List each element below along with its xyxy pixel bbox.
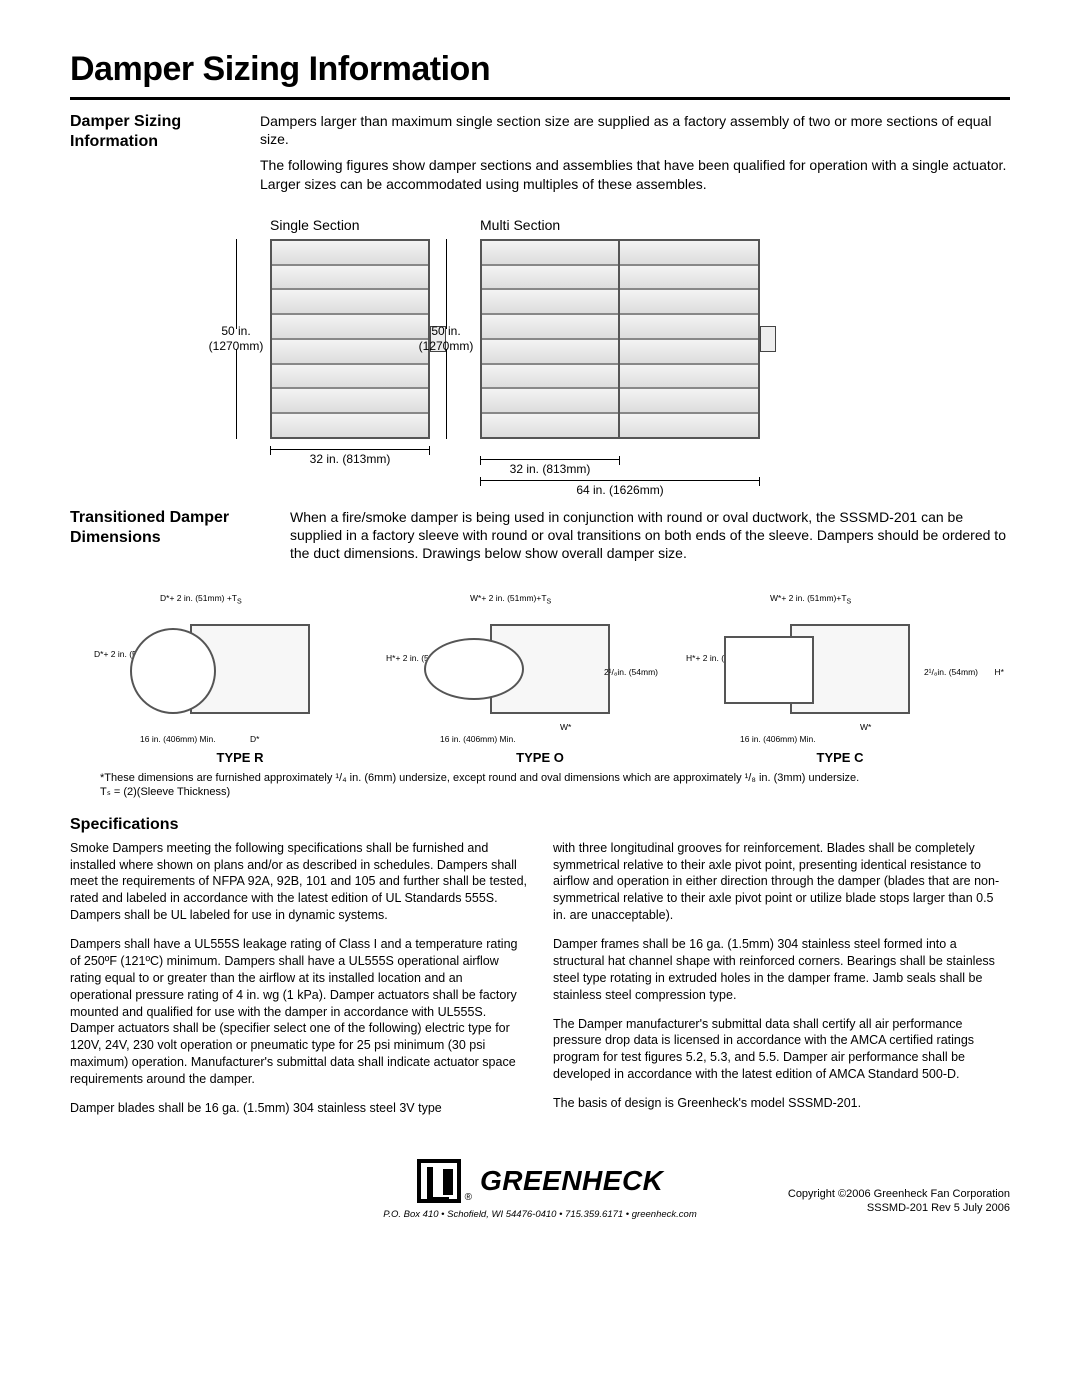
transitioned-body: When a fire/smoke damper is being used i…: [290, 508, 1010, 571]
single-height-in: 50 in.: [221, 324, 250, 338]
footnote-line1: *These dimensions are furnished approxim…: [100, 771, 980, 785]
type-c-h: H*: [995, 668, 1004, 677]
type-o-diagram: W*+ 2 in. (51mm)+TS H*+ 2 in. (51mm)+TS …: [400, 594, 680, 765]
transition-diagrams: D*+ 2 in. (51mm) +TS D*+ 2 in. (51mm)+TS…: [100, 594, 980, 765]
spec-right-p4: The basis of design is Greenheck's model…: [553, 1095, 1010, 1112]
type-o-top-dim: W*+ 2 in. (51mm)+TS: [470, 594, 551, 606]
page-footer: ® GREENHECK Copyright ©2006 Greenheck Fa…: [70, 1159, 1010, 1220]
single-label: Single Section: [270, 217, 360, 233]
type-r-label: TYPE R: [217, 750, 264, 765]
type-r-diagram: D*+ 2 in. (51mm) +TS D*+ 2 in. (51mm)+TS…: [100, 594, 380, 765]
spec-col-left: Smoke Dampers meeting the following spec…: [70, 840, 527, 1129]
type-r-d: D*: [250, 735, 259, 744]
single-width-dim: 32 in. (813mm): [270, 449, 430, 466]
multi-width2: 64 in. (1626mm): [576, 483, 663, 497]
spec-col-right: with three longitudinal grooves for rein…: [553, 840, 1010, 1129]
type-o-label: TYPE O: [516, 750, 564, 765]
transition-footnote: *These dimensions are furnished approxim…: [100, 771, 980, 800]
multi-label: Multi Section: [480, 217, 560, 233]
registered-icon: ®: [465, 1192, 472, 1203]
multi-section-diagram: Multi Section 50 in. (1270mm): [480, 217, 760, 498]
multi-height-dim: 50 in. (1270mm): [416, 239, 476, 439]
sizing-para1: Dampers larger than maximum single secti…: [260, 112, 1010, 148]
sizing-para2: The following figures show damper sectio…: [260, 156, 1010, 192]
footer-docinfo: Copyright ©2006 Greenheck Fan Corporatio…: [788, 1187, 1010, 1216]
single-height-mm: (1270mm): [209, 339, 264, 353]
type-c-top-dim: W*+ 2 in. (51mm)+TS: [770, 594, 851, 606]
multi-width-dims: 32 in. (813mm): [480, 449, 760, 476]
type-o-bot-dim: 16 in. (406mm) Min.: [440, 735, 516, 744]
spec-right-p2: Damper frames shall be 16 ga. (1.5mm) 30…: [553, 936, 1010, 1004]
transitioned-para: When a fire/smoke damper is being used i…: [290, 508, 1010, 563]
multi-width-total: 64 in. (1626mm): [480, 480, 760, 497]
section-transitioned: Transitioned Damper Dimensions When a fi…: [70, 508, 1010, 571]
single-height-dim: 50 in. (1270mm): [206, 239, 266, 439]
spec-right-p3: The Damper manufacturer's submittal data…: [553, 1016, 1010, 1084]
page-title: Damper Sizing Information: [70, 50, 1010, 100]
sizing-body: Dampers larger than maximum single secti…: [260, 112, 1010, 201]
type-c-bot-dim: 16 in. (406mm) Min.: [740, 735, 816, 744]
multi-height-in: 50 in.: [431, 324, 460, 338]
type-c-collar: 2¹/₈in. (54mm): [924, 668, 978, 677]
type-o-collar: 2¹/₈in. (54mm): [604, 668, 658, 677]
section-sizing: Damper Sizing Information Dampers larger…: [70, 112, 1010, 201]
spec-left-p2: Dampers shall have a UL555S leakage rati…: [70, 936, 527, 1088]
single-section-diagram: Single Section 50 in. (1270mm) 32 in. (8…: [270, 217, 430, 498]
type-r-bot-dim: 16 in. (406mm) Min.: [140, 735, 216, 744]
type-c-diagram: W*+ 2 in. (51mm)+TS H*+ 2 in. (51mm)+TS …: [700, 594, 980, 765]
footer-docrev: SSSMD-201 Rev 5 July 2006: [788, 1201, 1010, 1215]
brand-name: GREENHECK: [480, 1165, 663, 1197]
actuator-icon: [760, 326, 776, 352]
specifications-columns: Smoke Dampers meeting the following spec…: [70, 840, 1010, 1129]
spec-left-p1: Smoke Dampers meeting the following spec…: [70, 840, 527, 924]
spec-right-p1: with three longitudinal grooves for rein…: [553, 840, 1010, 924]
damper-diagrams: Single Section 50 in. (1270mm) 32 in. (8…: [270, 217, 1010, 498]
footnote-line2: Tₛ = (2)(Sleeve Thickness): [100, 785, 980, 799]
spec-left-p3: Damper blades shall be 16 ga. (1.5mm) 30…: [70, 1100, 527, 1117]
type-o-w: W*: [560, 723, 571, 732]
single-width-val: 32 in. (813mm): [310, 452, 391, 466]
specifications-heading: Specifications: [70, 816, 1010, 834]
greenheck-mark-icon: [417, 1159, 461, 1203]
type-c-label: TYPE C: [817, 750, 864, 765]
footer-copyright: Copyright ©2006 Greenheck Fan Corporatio…: [788, 1187, 1010, 1201]
transitioned-heading: Transitioned Damper Dimensions: [70, 508, 270, 571]
type-c-w: W*: [860, 723, 871, 732]
multi-width1: 32 in. (813mm): [510, 462, 591, 476]
multi-height-mm: (1270mm): [419, 339, 474, 353]
sizing-heading: Damper Sizing Information: [70, 112, 240, 201]
type-r-top-dim: D*+ 2 in. (51mm) +TS: [160, 594, 242, 606]
